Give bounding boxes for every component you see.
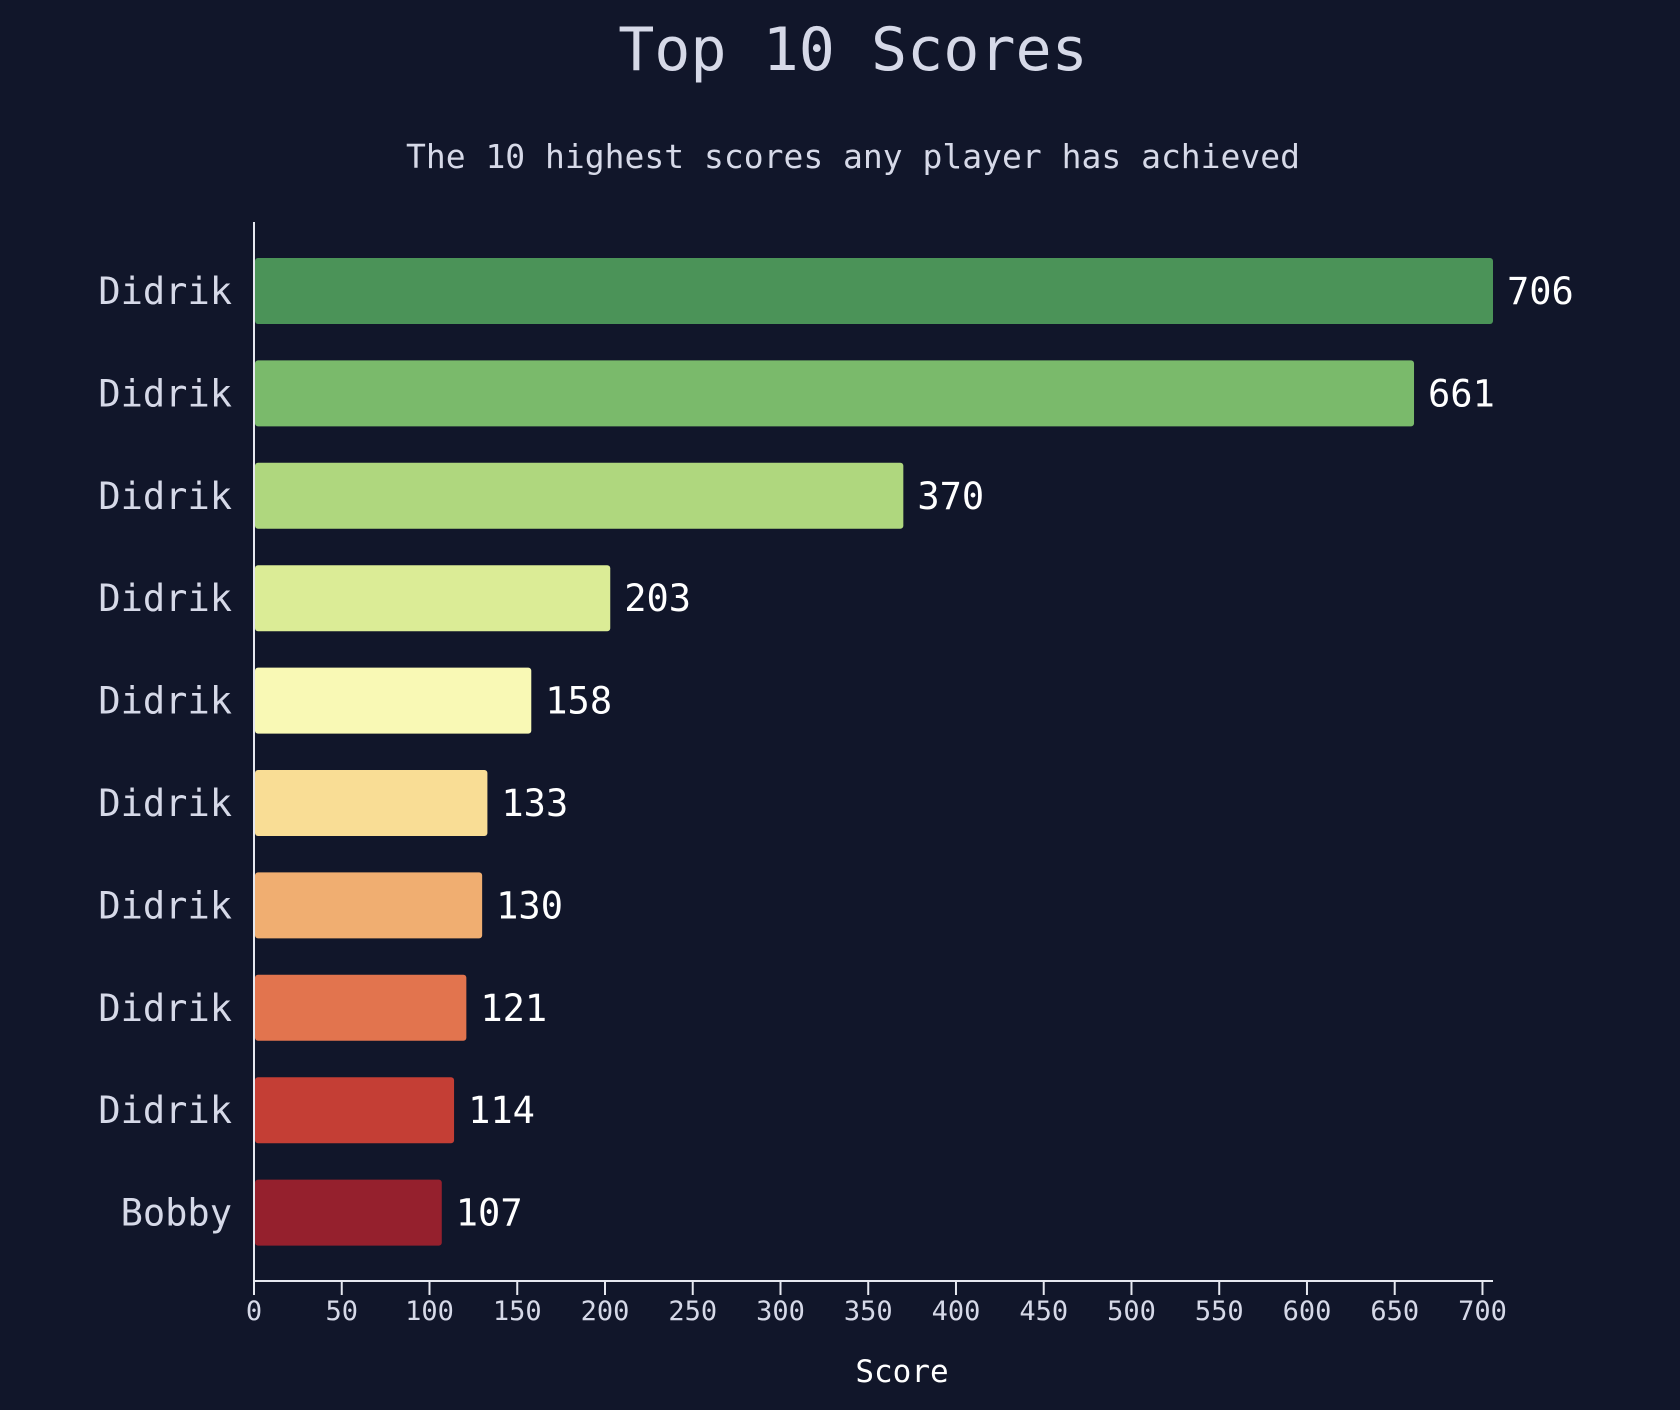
chart-title: Top 10 Scores	[618, 15, 1088, 85]
bar	[255, 462, 904, 529]
value-labels: 706 661 370 203 158 133 130 121 114 107	[456, 270, 1574, 1235]
x-tick-label: 400	[932, 1296, 981, 1327]
category-label: Didrik	[98, 475, 232, 518]
category-label: Didrik	[98, 782, 232, 825]
category-labels: Didrik Didrik Didrik Didrik Didrik Didrik Didr…	[98, 270, 232, 1235]
bar	[255, 872, 483, 939]
value-label: 133	[501, 782, 568, 825]
x-tick-label: 300	[756, 1296, 805, 1327]
category-label: Didrik	[98, 987, 232, 1030]
x-axis-title: Score	[855, 1354, 948, 1390]
x-tick-label: 100	[405, 1296, 454, 1327]
x-axis-ticks: 0 50 100 150 200 250 300 350 400 450 500 550 600 650 7…	[246, 1281, 1507, 1327]
x-tick-label: 450	[1019, 1296, 1068, 1327]
x-tick-label: 550	[1195, 1296, 1244, 1327]
value-label: 158	[545, 680, 612, 723]
x-tick-label: 0	[246, 1296, 262, 1327]
category-label: Didrik	[98, 270, 232, 313]
chart-subtitle: The 10 highest scores any player has ach…	[406, 137, 1300, 176]
value-label: 130	[496, 884, 563, 927]
category-label: Didrik	[98, 884, 232, 927]
x-tick-label: 350	[844, 1296, 893, 1327]
bar	[255, 974, 467, 1041]
x-tick-label: 150	[493, 1296, 542, 1327]
x-tick-label: 200	[581, 1296, 630, 1327]
value-label: 661	[1428, 372, 1495, 415]
value-label: 107	[456, 1192, 523, 1235]
bar	[255, 770, 488, 836]
category-label: Didrik	[98, 372, 232, 415]
bar	[255, 258, 1493, 324]
bar	[255, 667, 532, 734]
category-label: Didrik	[98, 680, 232, 723]
value-label: 114	[468, 1089, 535, 1132]
bar	[255, 1077, 455, 1144]
x-tick-label: 250	[668, 1296, 717, 1327]
bars-layer	[255, 258, 1493, 1246]
x-tick-label: 50	[325, 1296, 358, 1327]
value-label: 370	[917, 475, 984, 518]
bar	[255, 565, 611, 632]
bar	[255, 1179, 442, 1246]
x-tick-label: 600	[1283, 1296, 1332, 1327]
value-label: 121	[480, 987, 547, 1030]
category-label: Didrik	[98, 577, 232, 620]
x-tick-label: 700	[1458, 1296, 1507, 1327]
category-label: Didrik	[98, 1089, 232, 1132]
category-label: Bobby	[121, 1192, 232, 1235]
value-label: 203	[624, 577, 691, 620]
value-label: 706	[1507, 270, 1574, 313]
x-tick-label: 650	[1370, 1296, 1419, 1327]
bar	[255, 360, 1415, 427]
x-tick-label: 500	[1107, 1296, 1156, 1327]
